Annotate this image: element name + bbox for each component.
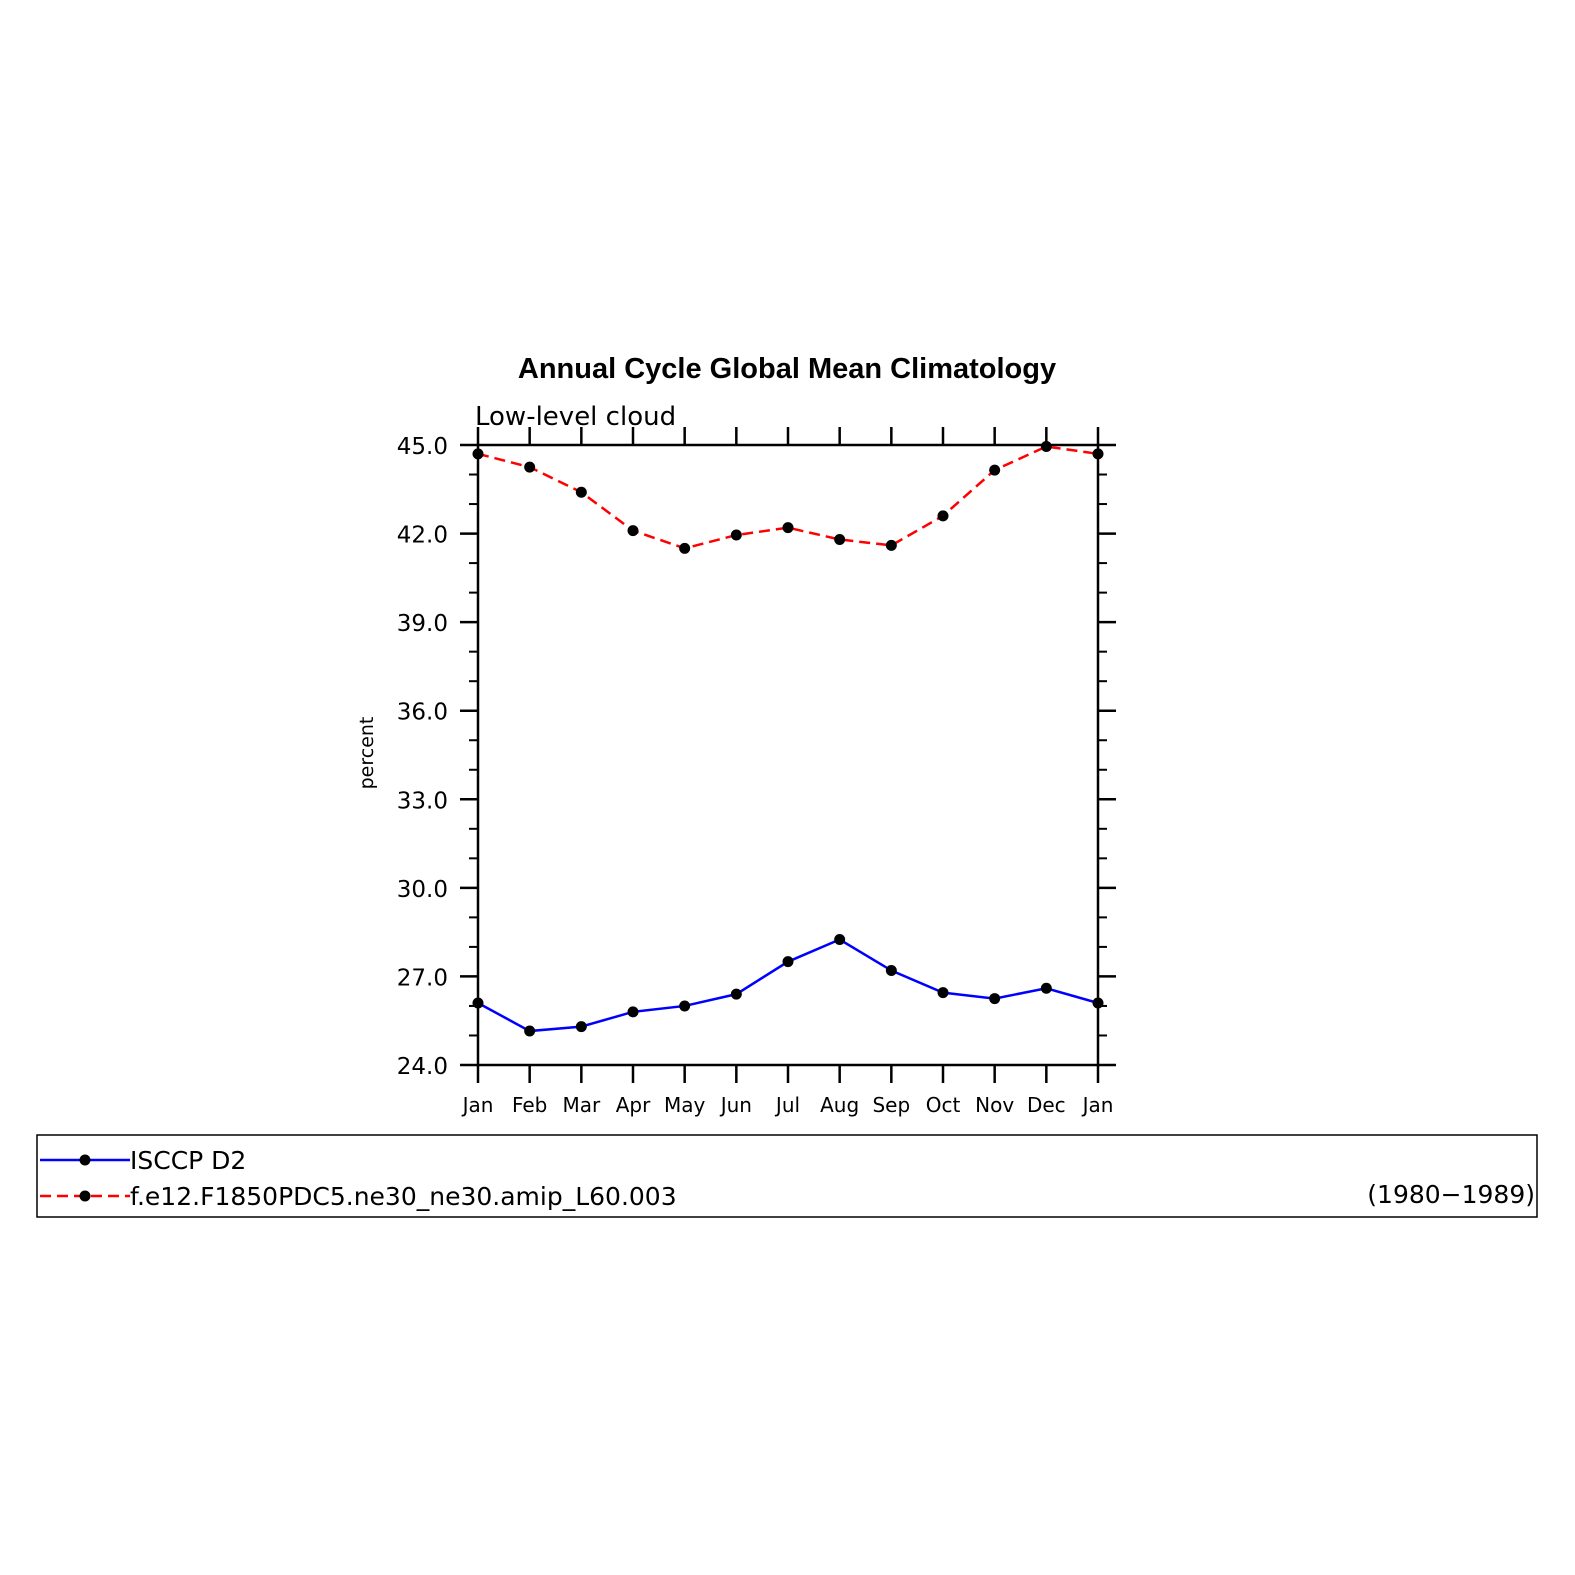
data-point [679, 1000, 691, 1012]
y-tick-label: 39.0 [397, 611, 448, 637]
data-point [575, 1021, 587, 1033]
series-2 [472, 440, 1104, 554]
x-tick-label: Dec [1027, 1093, 1066, 1117]
data-point [679, 542, 691, 554]
legend-period: (1980−1989) [1367, 1180, 1535, 1209]
data-point [834, 533, 846, 545]
y-tick-label: 42.0 [397, 523, 448, 549]
series-1 [472, 934, 1104, 1037]
data-point [989, 993, 1001, 1005]
legend-marker [79, 1154, 91, 1166]
y-tick-label: 30.0 [397, 877, 448, 903]
y-axis: 24.0 27.0 30.0 33.0 36.0 39.0 42.0 45.0 [397, 434, 1116, 1080]
legend-entry-1: ISCCP D2 [40, 1146, 246, 1175]
data-point [989, 464, 1001, 476]
y-tick-label: 36.0 [397, 700, 448, 726]
x-tick-label: Jan [1081, 1093, 1114, 1117]
x-tick-label: Sep [872, 1093, 910, 1117]
x-tick-label: Nov [975, 1093, 1014, 1117]
data-point [472, 997, 484, 1009]
data-point [627, 525, 639, 537]
data-point [575, 486, 587, 498]
legend-entry-2: f.e12.F1850PDC5.ne30_ne30.amip_L60.003 [40, 1182, 677, 1211]
data-point [1040, 440, 1052, 452]
data-point [937, 987, 949, 999]
y-tick-label: 45.0 [397, 434, 448, 460]
data-point [524, 461, 536, 473]
x-tick-label: Mar [562, 1093, 601, 1117]
legend-label: ISCCP D2 [130, 1146, 246, 1175]
data-point [524, 1025, 536, 1037]
x-tick-label: Apr [616, 1093, 651, 1117]
x-tick-label: Aug [820, 1093, 859, 1117]
y-tick-label: 27.0 [397, 965, 448, 991]
x-tick-label: May [664, 1093, 706, 1117]
chart-title: Annual Cycle Global Mean Climatology [518, 353, 1056, 385]
series-layer [472, 440, 1104, 1037]
data-point [1040, 982, 1052, 994]
x-tick-label: Oct [926, 1093, 961, 1117]
data-point [627, 1006, 639, 1018]
data-point [1092, 448, 1104, 460]
x-tick-label: Jan [461, 1093, 494, 1117]
data-point [834, 934, 846, 946]
data-point [885, 965, 897, 977]
legend-marker [79, 1190, 91, 1202]
data-point [782, 522, 794, 534]
data-point [730, 988, 742, 1000]
data-point [782, 956, 794, 968]
x-tick-label: Jun [719, 1093, 752, 1117]
chart-subtitle: Low-level cloud [475, 402, 676, 432]
series-line [477, 938, 1099, 1033]
data-point [730, 529, 742, 541]
x-tick-label: Jul [774, 1093, 800, 1117]
y-tick-label: 24.0 [397, 1054, 448, 1080]
y-axis-label: percent [356, 717, 378, 790]
plot-frame [476, 443, 1100, 1067]
data-point [885, 539, 897, 551]
data-point [1092, 997, 1104, 1009]
y-tick-label: 33.0 [397, 788, 448, 814]
data-point [937, 510, 949, 522]
legend-label: f.e12.F1850PDC5.ne30_ne30.amip_L60.003 [130, 1182, 677, 1211]
plot-border [476, 443, 1100, 1067]
legend-box [36, 1134, 1538, 1218]
data-point [472, 448, 484, 460]
x-tick-label: Feb [512, 1093, 547, 1117]
x-axis: Jan Feb Mar Apr May Jun Jul Aug Sep Oct Nov Dec Jan [461, 427, 1114, 1117]
legend: (1980−1989) ISCCP D2 f.e12.F1850PDC5.ne30… [36, 1134, 1538, 1218]
